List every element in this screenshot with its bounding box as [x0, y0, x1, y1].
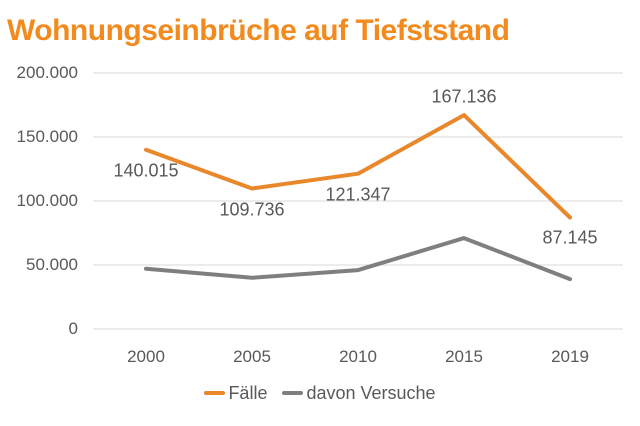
y-axis-tick-label: 50.000 [26, 255, 78, 274]
data-point-label: 167.136 [431, 86, 497, 107]
legend-line-swatch-faelle [204, 391, 226, 395]
legend-label-faelle: Fälle [228, 382, 268, 403]
legend-label-davon-versuche: davon Versuche [306, 382, 436, 403]
legend-item-davon-versuche: davon Versuche [282, 382, 436, 404]
y-axis-tick-label: 150.000 [16, 127, 78, 146]
data-point-label: 140.015 [113, 160, 179, 181]
x-axis-tick-label: 2005 [233, 347, 271, 366]
y-axis-tick-label: 0 [68, 319, 78, 338]
data-point-label: 87.145 [542, 227, 598, 248]
series-line-0 [144, 113, 572, 220]
y-axis-tick-label: 100.000 [16, 191, 78, 210]
x-axis-tick-label: 2019 [551, 347, 589, 366]
chart-legend: Fälle davon Versuche [0, 383, 640, 403]
x-axis-tick-label: 2000 [127, 347, 165, 366]
x-axis-tick-label: 2015 [445, 347, 483, 366]
x-axis-tick-label: 2010 [339, 347, 377, 366]
legend-line-swatch-davon-versuche [282, 391, 304, 395]
chart-title: Wohnungseinbrüche auf Tiefststand [7, 14, 510, 47]
y-axis-tick-label: 200.000 [16, 63, 78, 82]
data-point-label: 109.736 [219, 199, 285, 220]
legend-item-faelle: Fälle [204, 383, 267, 404]
data-point-label: 121.347 [325, 184, 391, 205]
series-line-1 [144, 236, 572, 282]
